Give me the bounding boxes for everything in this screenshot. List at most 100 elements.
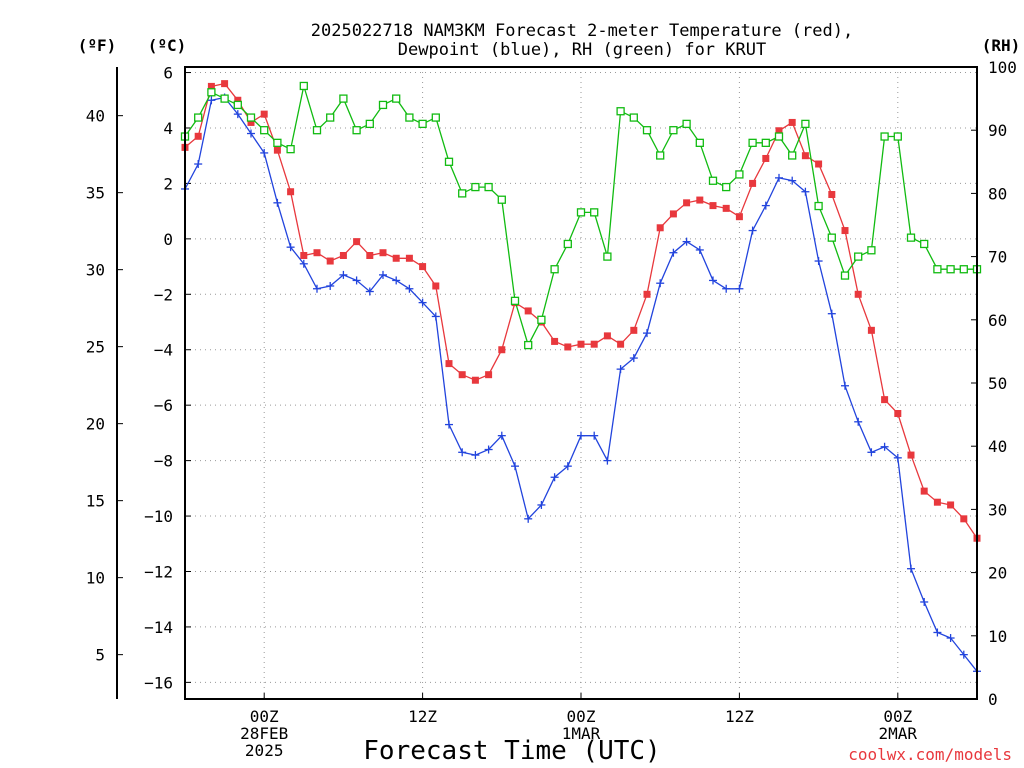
temperature-point: [894, 409, 902, 417]
temperature-point: [907, 451, 915, 459]
rh-point: [550, 265, 559, 274]
temperature-point: [603, 332, 611, 340]
dewpoint-point: [814, 257, 823, 266]
dewpoint-point: [722, 284, 731, 293]
temperature-point: [207, 82, 215, 90]
rh-point: [299, 81, 308, 91]
dewpoint-point: [247, 129, 255, 138]
temperature-point: [788, 118, 796, 126]
celsius-tick-label: −8: [154, 452, 173, 471]
rh-point: [431, 113, 440, 122]
rh-point: [946, 265, 955, 274]
temperature-point: [339, 251, 347, 259]
temperature-point: [854, 290, 862, 298]
x-tick-label: 2025: [245, 741, 284, 760]
x-tick-label: 2MAR: [879, 724, 918, 743]
rh-point: [920, 239, 929, 249]
celsius-tick-label: −4: [154, 341, 173, 360]
dewpoint-point: [299, 259, 308, 268]
rh-point: [695, 138, 704, 147]
rh-point: [642, 126, 652, 135]
rh-point: [576, 208, 586, 217]
temperature-point: [643, 290, 651, 298]
temperature-point: [590, 340, 598, 348]
dewpoint-point: [867, 448, 876, 457]
celsius-axis: 6 4 2 0 −2 −4 −6 −8 −10 −12 −14 −16: [144, 64, 191, 692]
rh-point: [867, 246, 876, 255]
rh-point: [537, 315, 546, 324]
rh-point: [735, 170, 744, 179]
x-tick-label: 00Z: [567, 707, 596, 726]
rh-point: [260, 126, 269, 135]
celsius-tick-label: −2: [154, 285, 173, 304]
celsius-tick-label: 2: [163, 174, 173, 193]
rh-unit-label: (RH): [982, 36, 1021, 55]
dewpoint-point: [893, 453, 902, 462]
dewpoint-point: [379, 270, 387, 279]
rh-point: [471, 182, 480, 192]
dewpoint-point: [313, 284, 321, 293]
chart-title-line1: 2025022718 NAM3KM Forecast 2-meter Tempe…: [311, 21, 853, 41]
temperature-point: [287, 188, 295, 196]
temperature-point: [445, 360, 453, 368]
dewpoint-point: [445, 420, 453, 429]
dewpoint-point: [643, 329, 651, 338]
temperature-point: [735, 213, 743, 221]
dewpoint-point: [669, 248, 678, 257]
dewpoint-point: [326, 281, 335, 290]
dewpoint-point: [537, 500, 546, 509]
dewpoint-point: [907, 564, 915, 573]
rh-point: [484, 182, 493, 192]
rh-tick-label: 80: [988, 184, 1007, 203]
fahrenheit-axis: 40 35 30 25 20 15 10 5: [86, 67, 123, 699]
temperature-point: [841, 227, 849, 235]
dewpoint-point: [511, 462, 519, 471]
rh-point: [854, 252, 863, 261]
rh-point: [616, 107, 625, 116]
rh-point: [761, 138, 770, 147]
rh-tick-label: 100: [988, 58, 1017, 77]
celsius-unit-label: (ºC): [148, 36, 187, 55]
rh-tick-label: 30: [988, 500, 1007, 519]
temperature-point: [234, 96, 242, 104]
temperature-point: [775, 127, 783, 135]
fahrenheit-tick-label: 40: [86, 107, 105, 126]
celsius-tick-label: −16: [144, 673, 173, 692]
celsius-tick-label: 4: [163, 119, 173, 138]
rh-point: [233, 100, 242, 110]
temperature-point: [801, 152, 809, 160]
dewpoint-point: [695, 245, 704, 254]
rh-tick-label: 50: [988, 374, 1007, 393]
temperature-point: [656, 224, 664, 232]
x-tick-label: 28FEB: [240, 724, 288, 743]
rh-point: [906, 233, 916, 242]
rh-point: [352, 126, 361, 135]
rh-series: [180, 81, 982, 350]
temperature-point: [933, 498, 941, 506]
rh-tick-label: 0: [988, 690, 998, 709]
dewpoint-point: [458, 448, 467, 457]
temperature-point: [551, 337, 559, 345]
source-credit: coolwx.com/models: [848, 745, 1012, 764]
rh-point: [405, 113, 414, 122]
dewpoint-point: [603, 456, 612, 465]
dewpoint-point: [854, 417, 863, 426]
celsius-tick-label: −10: [144, 507, 173, 526]
temperature-point: [379, 249, 387, 257]
chart-title-line2: Dewpoint (blue), RH (green) for KRUT: [398, 40, 766, 60]
temperature-point: [313, 249, 321, 257]
temperature-point: [221, 80, 229, 88]
temperature-point: [815, 160, 823, 168]
rh-tick-label: 60: [988, 311, 1007, 330]
temperature-point: [683, 199, 691, 207]
plot-frame: [184, 66, 978, 700]
dewpoint-point: [471, 451, 480, 460]
dewpoint-point: [775, 173, 783, 182]
rh-point: [497, 195, 506, 204]
temperature-point: [617, 340, 625, 348]
rh-point: [603, 252, 612, 261]
dewpoint-point: [946, 634, 955, 643]
rh-point: [207, 88, 216, 97]
dewpoint-point: [577, 431, 585, 440]
x-tick-label: 00Z: [250, 707, 279, 726]
